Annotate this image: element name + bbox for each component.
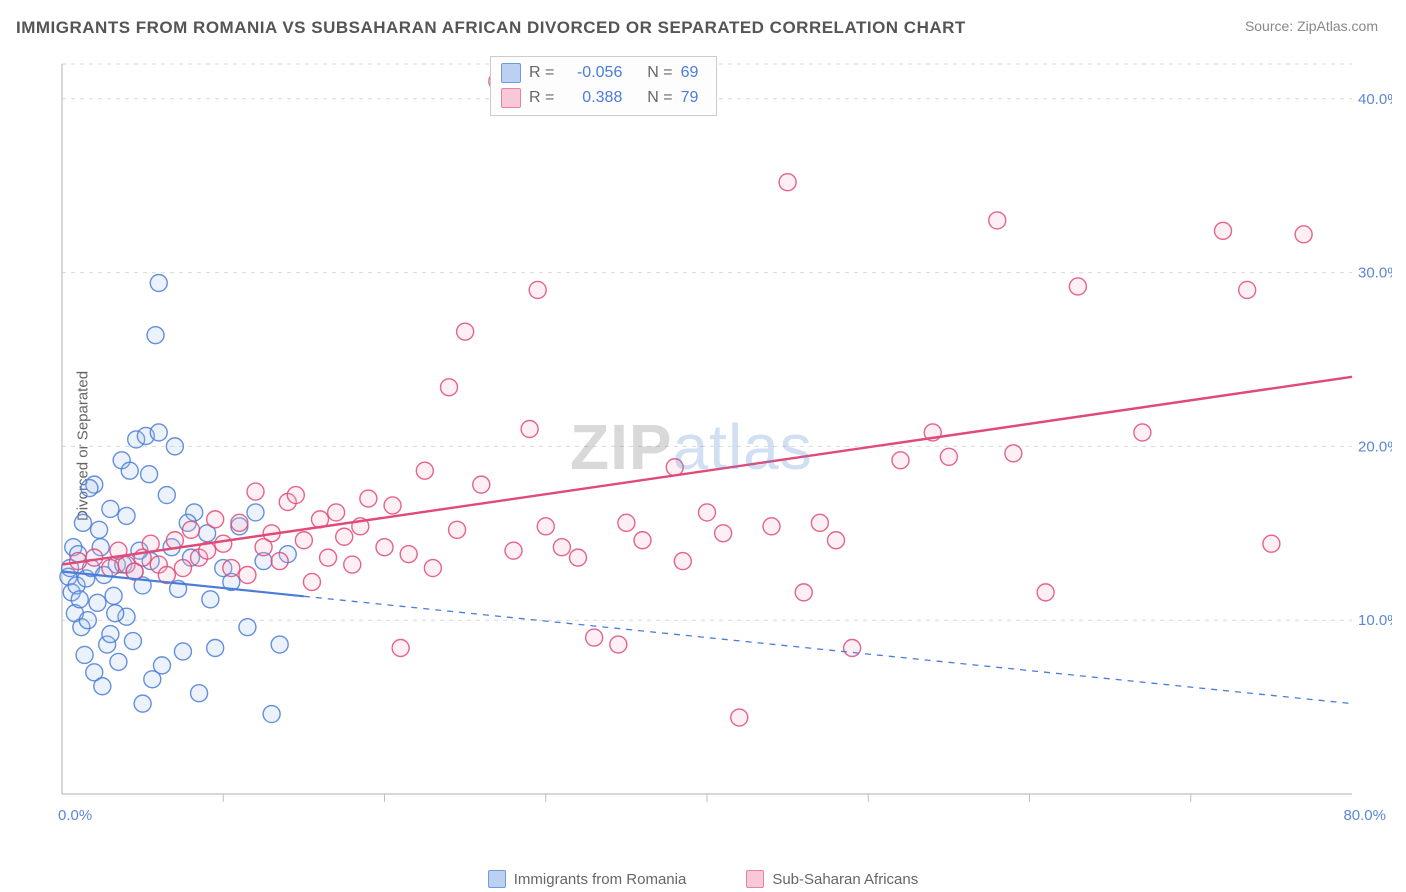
- legend-swatch-series2: [746, 870, 764, 888]
- legend-label-series2: Sub-Saharan Africans: [772, 871, 918, 888]
- chart-area: 10.0% 20.0% 30.0% 40.0% 0.0% 80.0%: [52, 56, 1392, 834]
- correlation-legend: R = -0.056 N = 69 R = 0.388 N = 79: [490, 56, 717, 116]
- svg-text:40.0%: 40.0%: [1358, 91, 1392, 108]
- legend-swatch-series2: [501, 88, 521, 108]
- legend-label-series1: Immigrants from Romania: [514, 871, 687, 888]
- bottom-legend: Immigrants from Romania Sub-Saharan Afri…: [0, 870, 1406, 888]
- chart-title: IMMIGRANTS FROM ROMANIA VS SUBSAHARAN AF…: [16, 18, 966, 38]
- corr-row-series1: R = -0.056 N = 69: [501, 61, 698, 86]
- n-label: N =: [647, 86, 672, 111]
- legend-item-series1: Immigrants from Romania: [488, 870, 687, 888]
- corr-row-series2: R = 0.388 N = 79: [501, 86, 698, 111]
- r-label: R =: [529, 86, 554, 111]
- svg-text:30.0%: 30.0%: [1358, 265, 1392, 282]
- source-label: Source: ZipAtlas.com: [1245, 18, 1378, 34]
- n-value-series1: 69: [681, 61, 699, 86]
- legend-swatch-series1: [488, 870, 506, 888]
- legend-item-series2: Sub-Saharan Africans: [746, 870, 918, 888]
- r-label: R =: [529, 61, 554, 86]
- svg-text:0.0%: 0.0%: [58, 807, 92, 824]
- r-value-series2: 0.388: [562, 86, 622, 111]
- scatter-plot: 10.0% 20.0% 30.0% 40.0% 0.0% 80.0%: [52, 56, 1392, 834]
- legend-swatch-series1: [501, 63, 521, 83]
- n-value-series2: 79: [681, 86, 699, 111]
- r-value-series1: -0.056: [562, 61, 622, 86]
- svg-text:20.0%: 20.0%: [1358, 438, 1392, 455]
- svg-text:80.0%: 80.0%: [1343, 807, 1386, 824]
- svg-text:10.0%: 10.0%: [1358, 612, 1392, 629]
- n-label: N =: [647, 61, 672, 86]
